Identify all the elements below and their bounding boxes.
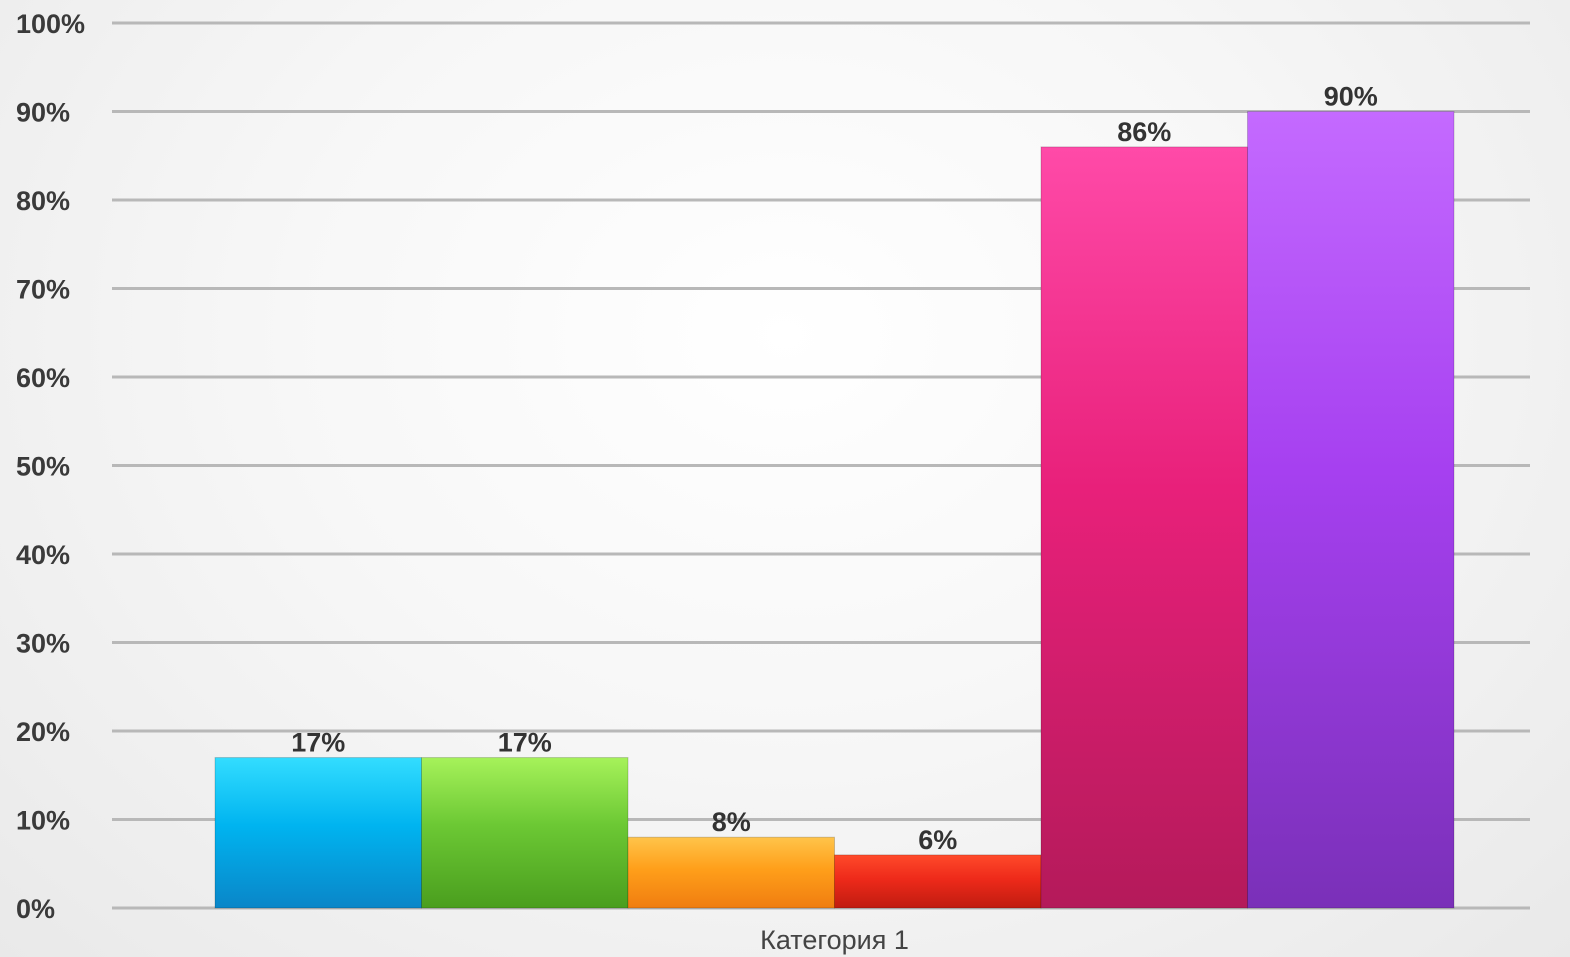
y-tick-label: 10% — [16, 806, 70, 836]
bar-series-2 — [421, 757, 629, 909]
data-label-series-4: 6% — [918, 825, 957, 855]
bar-series-1 — [214, 757, 422, 909]
y-axis-tick-labels: 0% 10% 20% 30% 40% 50% 60% 70% 80% 90% 100% — [16, 9, 85, 924]
bar-series-6 — [1247, 111, 1455, 909]
y-tick-label: 20% — [16, 717, 70, 747]
y-tick-label: 80% — [16, 186, 70, 216]
y-tick-label: 30% — [16, 629, 70, 659]
y-tick-label: 90% — [16, 98, 70, 128]
y-tick-label: 60% — [16, 363, 70, 393]
y-tick-label: 100% — [16, 9, 85, 39]
data-label-series-6: 90% — [1324, 82, 1378, 112]
y-tick-label: 40% — [16, 540, 70, 570]
bar-series-4 — [834, 854, 1042, 909]
y-tick-label: 50% — [16, 452, 70, 482]
x-category-label: Категория 1 — [760, 925, 909, 955]
data-label-series-3: 8% — [712, 807, 751, 837]
data-label-series-5: 86% — [1117, 117, 1171, 147]
data-labels: 17% 17% 8% 6% 86% 90% — [291, 82, 1378, 855]
bars — [214, 111, 1455, 909]
x-axis-category-labels: Категория 1 — [760, 925, 909, 955]
y-tick-label: 70% — [16, 275, 70, 305]
bar-series-3 — [627, 836, 835, 909]
data-label-series-1: 17% — [291, 728, 345, 758]
y-tick-label: 0% — [16, 894, 55, 924]
bar-series-5 — [1040, 146, 1248, 909]
data-label-series-2: 17% — [498, 728, 552, 758]
